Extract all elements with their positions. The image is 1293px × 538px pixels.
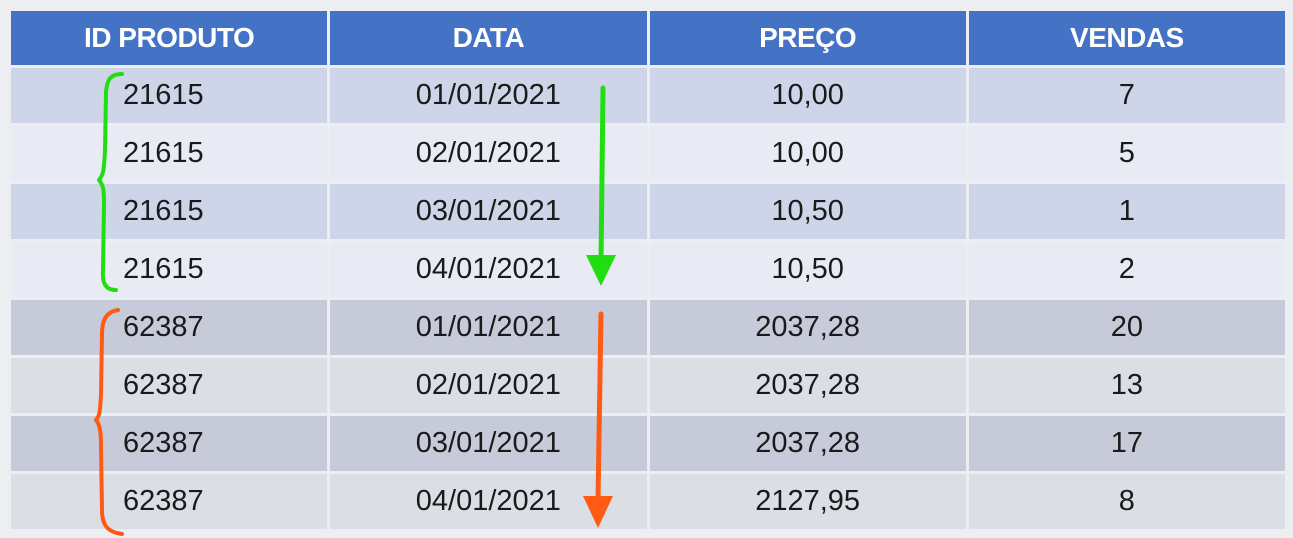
cell-vendas: 17 bbox=[968, 416, 1285, 471]
header-data: DATA bbox=[330, 11, 647, 65]
cell-id-produto: 62387 bbox=[11, 300, 328, 355]
cell-data: 03/01/2021 bbox=[330, 416, 647, 471]
cell-preco: 2037,28 bbox=[649, 300, 966, 355]
cell-data: 01/01/2021 bbox=[330, 68, 647, 123]
cell-id-produto: 21615 bbox=[11, 126, 328, 181]
cell-data: 02/01/2021 bbox=[330, 126, 647, 181]
table-row: 62387 03/01/2021 2037,28 17 bbox=[11, 416, 1285, 471]
table-row: 62387 02/01/2021 2037,28 13 bbox=[11, 358, 1285, 413]
table-row: 62387 04/01/2021 2127,95 8 bbox=[11, 474, 1285, 529]
cell-vendas: 1 bbox=[968, 184, 1285, 239]
header-row: ID PRODUTO DATA PREÇO VENDAS bbox=[11, 11, 1285, 65]
header-vendas: VENDAS bbox=[968, 11, 1285, 65]
cell-vendas: 8 bbox=[968, 474, 1285, 529]
cell-vendas: 7 bbox=[968, 68, 1285, 123]
cell-preco: 2127,95 bbox=[649, 474, 966, 529]
cell-id-produto: 62387 bbox=[11, 416, 328, 471]
table-row: 21615 04/01/2021 10,50 2 bbox=[11, 242, 1285, 297]
cell-vendas: 2 bbox=[968, 242, 1285, 297]
table-row: 21615 01/01/2021 10,00 7 bbox=[11, 68, 1285, 123]
cell-data: 04/01/2021 bbox=[330, 474, 647, 529]
cell-data: 04/01/2021 bbox=[330, 242, 647, 297]
cell-preco: 10,00 bbox=[649, 68, 966, 123]
table-row: 21615 03/01/2021 10,50 1 bbox=[11, 184, 1285, 239]
cell-id-produto: 62387 bbox=[11, 358, 328, 413]
table-row: 21615 02/01/2021 10,00 5 bbox=[11, 126, 1285, 181]
header-id-produto: ID PRODUTO bbox=[11, 11, 328, 65]
cell-preco: 2037,28 bbox=[649, 416, 966, 471]
cell-preco: 10,50 bbox=[649, 184, 966, 239]
cell-vendas: 5 bbox=[968, 126, 1285, 181]
header-preco: PREÇO bbox=[649, 11, 966, 65]
cell-vendas: 13 bbox=[968, 358, 1285, 413]
cell-preco: 10,00 bbox=[649, 126, 966, 181]
cell-preco: 2037,28 bbox=[649, 358, 966, 413]
cell-id-produto: 21615 bbox=[11, 242, 328, 297]
cell-data: 02/01/2021 bbox=[330, 358, 647, 413]
cell-data: 01/01/2021 bbox=[330, 300, 647, 355]
cell-id-produto: 21615 bbox=[11, 68, 328, 123]
cell-id-produto: 21615 bbox=[11, 184, 328, 239]
cell-vendas: 20 bbox=[968, 300, 1285, 355]
sales-table: ID PRODUTO DATA PREÇO VENDAS 21615 01/01… bbox=[8, 8, 1288, 532]
table-row: 62387 01/01/2021 2037,28 20 bbox=[11, 300, 1285, 355]
cell-preco: 10,50 bbox=[649, 242, 966, 297]
cell-id-produto: 62387 bbox=[11, 474, 328, 529]
cell-data: 03/01/2021 bbox=[330, 184, 647, 239]
